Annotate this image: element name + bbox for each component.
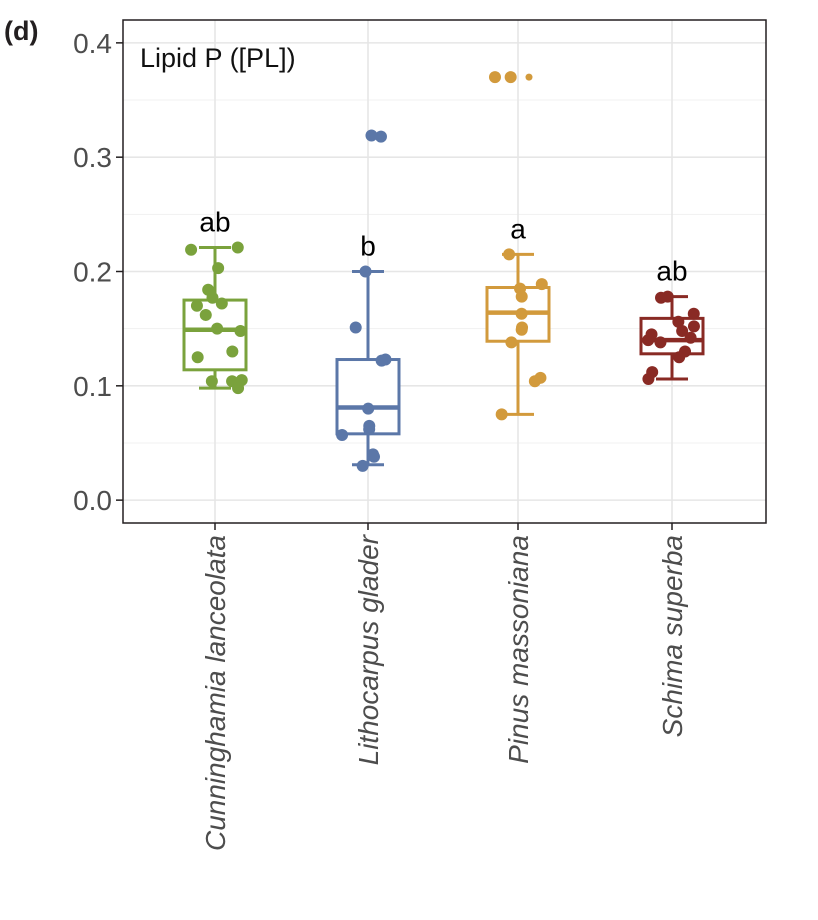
data-point: [190, 299, 203, 312]
data-point: [232, 382, 245, 395]
data-point: [231, 241, 244, 254]
axes: 0.0 0.1 0.2 0.3 0.4 Cunninghamia lanceolata Li…: [73, 28, 688, 851]
data-point: [359, 265, 372, 278]
data-point: [654, 336, 667, 349]
data-point: [206, 291, 219, 304]
data-point: [515, 323, 528, 336]
data-point: [528, 375, 541, 388]
x-tick-label: Schima superba: [657, 535, 688, 737]
significance-letter: ab: [199, 206, 230, 237]
y-tick-label: 0.4: [73, 28, 112, 59]
y-tick-label: 0.0: [73, 485, 112, 516]
data-point: [363, 423, 376, 436]
data-point: [234, 324, 247, 337]
data-point: [215, 297, 228, 310]
data-point: [535, 278, 548, 291]
point-layer: [185, 71, 700, 472]
data-point: [362, 402, 375, 415]
y-tick-label: 0.3: [73, 142, 112, 173]
data-point: [349, 321, 362, 334]
x-tick-label: Pinus massoniana: [503, 535, 534, 764]
data-point: [642, 372, 655, 385]
data-point: [226, 345, 239, 358]
y-tick-label: 0.1: [73, 371, 112, 402]
data-point: [488, 71, 501, 84]
data-point: [515, 307, 528, 320]
data-point: [672, 315, 685, 328]
data-point: [687, 307, 700, 320]
y-tick-label: 0.2: [73, 257, 112, 288]
data-point: [676, 324, 689, 337]
significance-letter: a: [510, 213, 526, 244]
data-point: [655, 291, 668, 304]
outlier-point: [525, 73, 533, 81]
data-point: [199, 308, 212, 321]
data-point: [504, 71, 517, 84]
data-point: [642, 334, 655, 347]
data-point: [212, 262, 225, 275]
data-point: [375, 354, 388, 367]
significance-letter: ab: [656, 256, 687, 287]
data-point: [185, 243, 198, 256]
data-point: [684, 331, 697, 344]
data-point: [205, 375, 218, 388]
data-point: [191, 351, 204, 364]
data-point: [374, 130, 387, 143]
data-point: [503, 248, 516, 261]
data-point: [687, 320, 700, 333]
data-point: [356, 459, 369, 472]
data-point: [505, 336, 518, 349]
data-point: [673, 351, 686, 364]
x-tick-label: Lithocarpus glader: [353, 533, 384, 765]
box-layer: [182, 245, 705, 467]
x-tick-label: Cunninghamia lanceolata: [200, 535, 231, 851]
data-point: [211, 322, 224, 335]
panel-label: (d): [4, 16, 39, 46]
data-point: [365, 129, 378, 142]
data-point: [495, 408, 508, 421]
significance-letter: b: [360, 231, 376, 262]
data-point: [336, 428, 349, 441]
chart-title: Lipid P ([PL]): [140, 43, 296, 73]
significance-letters: ab b a ab: [199, 206, 687, 286]
data-point: [368, 450, 381, 463]
data-point: [515, 290, 528, 303]
